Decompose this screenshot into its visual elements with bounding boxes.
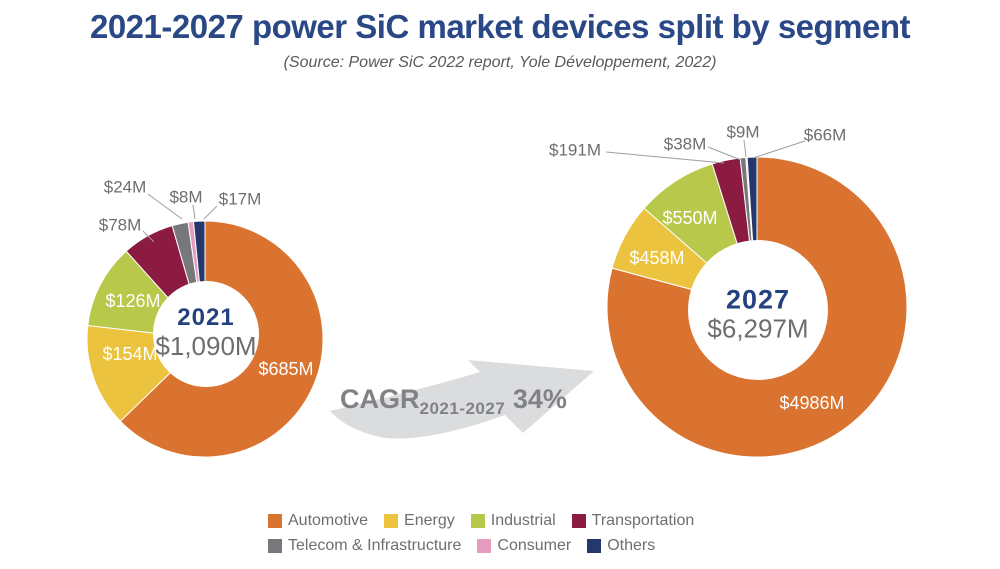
value-label-2021-others: $17M — [219, 190, 262, 209]
leader-line-2021-consumer — [192, 204, 196, 220]
donut-2021-center: 2021 $1,090M — [155, 304, 257, 361]
value-label-2021-transportation: $78M — [99, 216, 142, 235]
legend-label-others: Others — [607, 537, 656, 554]
legend-swatch-transportation — [571, 514, 586, 528]
value-label-2027-transportation: $191M — [549, 141, 601, 160]
leader-line-2021-transportation — [142, 230, 155, 243]
legend-item-industrial: Industrial — [470, 512, 556, 530]
donut-2021-year-label: 2021 — [177, 304, 235, 332]
source-subtitle: (Source: Power SiC 2022 report, Yole Dév… — [283, 54, 717, 71]
legend-item-energy: Energy — [384, 512, 455, 530]
cagr-arrow — [330, 360, 594, 439]
legend-item-automotive: Automotive — [268, 512, 368, 530]
legend-swatch-industrial — [470, 514, 485, 528]
legend-label-consumer: Consumer — [497, 537, 572, 554]
donut-2027-center: 2027 $6,297M — [707, 284, 808, 343]
donut-2027-segment-automotive — [606, 156, 908, 458]
legend-label-energy: Energy — [404, 512, 455, 529]
donut-2027-total-label: $6,297M — [707, 313, 809, 344]
value-label-2027-others: $66M — [804, 126, 847, 145]
donut-2021-hole — [153, 281, 259, 387]
donut-2027-year-label: 2027 — [725, 284, 791, 315]
value-label-2021-automotive: $685M — [258, 359, 313, 379]
cagr-subscript: 2021-2027 — [419, 399, 506, 418]
value-label-2027-automotive: $4986M — [779, 393, 844, 413]
legend-item-telecom: Telecom & Infrastructure — [268, 537, 461, 555]
legend-label-transportation: Transportation — [591, 512, 695, 529]
value-label-2027-industrial: $550M — [662, 208, 717, 228]
value-label-2021-consumer: $8M — [169, 188, 202, 207]
value-label-2021-telecom-infrastructure: $24M — [104, 178, 147, 197]
leader-line-2027-telecom-infrastructure — [707, 146, 742, 161]
legend-swatch-others — [587, 539, 602, 553]
legend-swatch-consumer — [477, 539, 492, 553]
legend-item-others: Others — [587, 537, 655, 555]
cagr-text: CAGR2021-2027 34% — [340, 384, 567, 419]
legend-item-transportation: Transportation — [571, 512, 695, 530]
legend-row-1: Automotive Energy Industrial Transportat… — [268, 512, 694, 530]
donut-2021-total-label: $1,090M — [155, 330, 257, 361]
donut-2021 — [86, 220, 324, 458]
donut-2027 — [606, 156, 908, 458]
legend-swatch-automotive — [268, 514, 282, 528]
value-label-2027-telecom-infrastructure: $38M — [664, 135, 707, 154]
legend-label-telecom: Telecom & Infrastructure — [288, 537, 462, 554]
legend-label-industrial: Industrial — [490, 512, 556, 529]
value-label-2027-consumer: $9M — [726, 123, 759, 142]
cagr-value: 34% — [512, 384, 567, 414]
leader-line-2027-transportation — [605, 151, 725, 164]
donut-2027-hole — [688, 240, 828, 380]
leader-line-2021-others — [203, 205, 218, 220]
page-title: 2021-2027 power SiC market devices split… — [89, 8, 911, 45]
leader-line-2021-telecom-infrastructure — [147, 193, 183, 220]
legend-item-consumer: Consumer — [477, 537, 571, 555]
cagr-prefix: CAGR — [340, 384, 420, 414]
legend-label-automotive: Automotive — [288, 512, 369, 529]
legend: Automotive Energy Industrial Transportat… — [268, 512, 694, 555]
leader-line-2027-consumer — [743, 139, 747, 158]
legend-row-2: Telecom & Infrastructure Consumer Others — [268, 537, 694, 555]
value-label-2021-energy: $154M — [102, 344, 157, 364]
leader-line-2027-others — [752, 140, 806, 159]
value-label-2021-industrial: $126M — [105, 291, 160, 311]
legend-swatch-energy — [384, 514, 399, 528]
value-label-2027-energy: $458M — [629, 248, 684, 268]
legend-swatch-telecom — [268, 539, 282, 553]
